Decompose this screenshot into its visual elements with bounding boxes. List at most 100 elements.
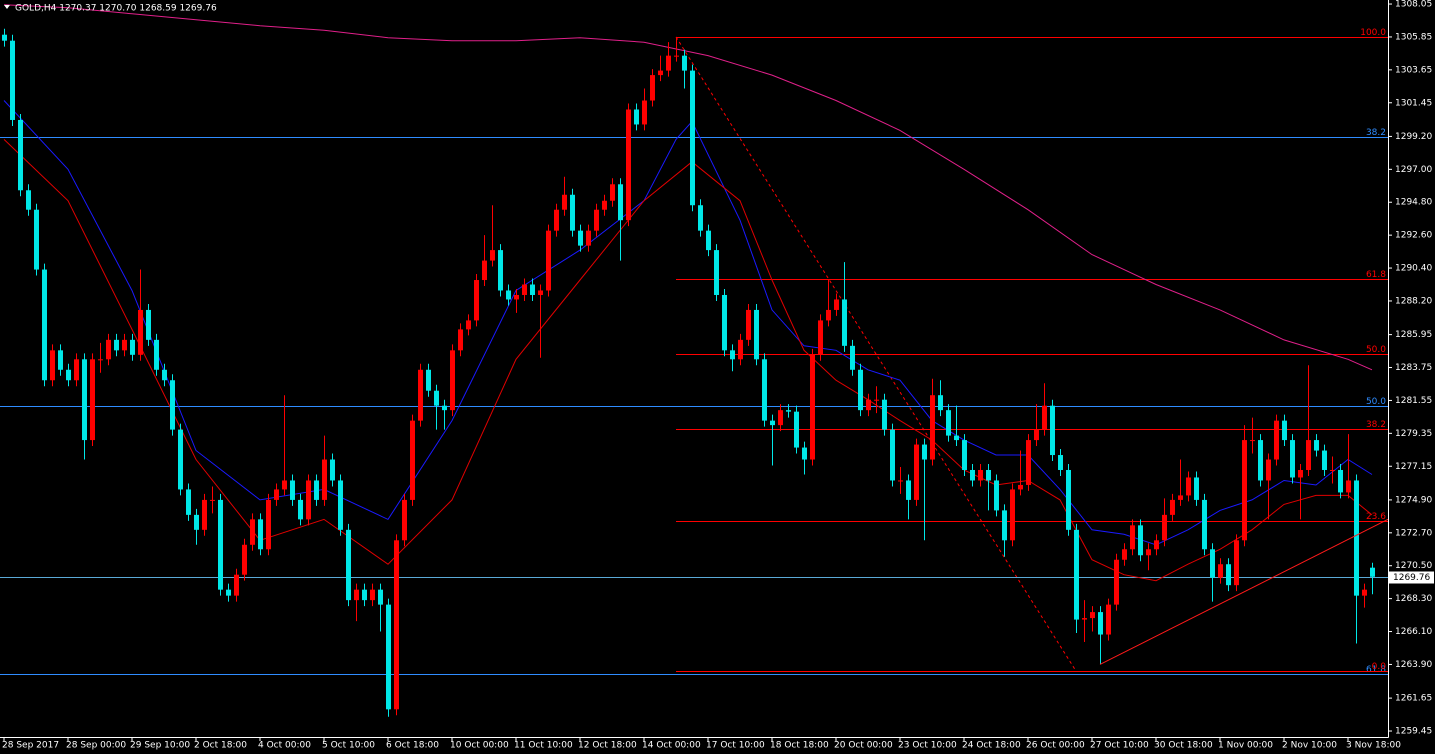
chart-title: GOLD,H4 1270.37 1270.70 1268.59 1269.76 <box>15 4 217 14</box>
y-tick-label: 1283.75 <box>1395 363 1432 373</box>
candle-body <box>882 399 887 430</box>
fib-level-label: 61.8 <box>1366 665 1386 675</box>
y-tick-label: 1268.30 <box>1395 594 1432 604</box>
bid-label: 1269.76 <box>1393 573 1430 583</box>
candle-body <box>946 410 951 436</box>
x-tick-label: 5 Oct 10:00 <box>322 741 375 751</box>
candle-body <box>290 480 295 500</box>
candle-body <box>1010 489 1015 541</box>
candle-body <box>954 435 959 441</box>
candle-body <box>498 250 503 291</box>
candle-body <box>1162 514 1167 541</box>
candle-body <box>1218 564 1223 578</box>
y-tick-label: 1259.45 <box>1395 727 1432 737</box>
x-tick-label: 29 Sep 10:00 <box>130 741 190 751</box>
candle-body <box>306 480 311 520</box>
candle-body <box>442 405 447 411</box>
candle-body <box>378 589 383 605</box>
candle-body <box>50 350 55 381</box>
candle-body <box>258 519 263 550</box>
candle-body <box>922 444 927 460</box>
candle-body <box>866 399 871 411</box>
x-tick-label: 26 Oct 00:00 <box>1026 741 1085 751</box>
candle-body <box>82 359 87 441</box>
candle-body <box>1282 420 1287 441</box>
candle-body <box>906 480 911 500</box>
trend-line <box>1099 518 1389 665</box>
y-tick-label: 1292.60 <box>1395 231 1432 241</box>
candle-body <box>122 339 127 351</box>
candle-body <box>1066 469 1071 530</box>
candle-body <box>1330 469 1335 471</box>
candle-body <box>282 480 287 490</box>
candle-body <box>410 420 415 500</box>
y-tick-label: 1301.45 <box>1395 98 1432 108</box>
candle-body <box>650 75 655 101</box>
candle-body <box>738 339 743 360</box>
y-tick-label: 1274.90 <box>1395 495 1432 505</box>
candle-body <box>1058 455 1063 470</box>
menu-triangle[interactable] <box>4 5 10 9</box>
candle-body <box>762 359 767 421</box>
fib-level-label: 50.0 <box>1366 397 1386 407</box>
candle-body <box>274 489 279 500</box>
candle-body <box>1250 440 1255 442</box>
candle-body <box>634 109 639 125</box>
candle-body <box>594 209 599 231</box>
y-tick-label: 1297.00 <box>1395 165 1432 175</box>
x-tick-label: 2 Oct 18:00 <box>194 741 247 751</box>
candle-body <box>1154 540 1159 550</box>
candle-body <box>1034 429 1039 441</box>
x-tick-label: 18 Oct 18:00 <box>770 741 829 751</box>
x-tick-label: 6 Oct 18:00 <box>386 741 439 751</box>
plot-area: 38.2 50.0 61.8 100.0 61.8 50.0 38.2 23.6 0.0 <box>0 4 1389 717</box>
x-tick-label: 30 Oct 18:00 <box>1154 741 1213 751</box>
candle-body <box>690 70 695 206</box>
candle-body <box>242 544 247 575</box>
candle-body <box>1258 440 1263 481</box>
candle-body <box>770 420 775 426</box>
candle-body <box>1226 564 1231 586</box>
candle-body <box>1186 477 1191 496</box>
fib-level-label: 23.6 <box>1366 512 1386 522</box>
y-tick-label: 1303.65 <box>1395 65 1432 75</box>
candle-body <box>1138 525 1143 556</box>
y-tick-label: 1261.65 <box>1395 694 1432 704</box>
candle-body <box>162 369 167 381</box>
candle-body <box>1314 440 1319 451</box>
candle-body <box>386 604 391 710</box>
candle-body <box>1122 549 1127 560</box>
candle-body <box>1130 525 1135 550</box>
candle-body <box>1114 559 1119 605</box>
candle-body <box>186 489 191 515</box>
candle-body <box>626 109 631 221</box>
candle-body <box>818 320 823 355</box>
candle-body <box>930 395 935 460</box>
candle-body <box>698 205 703 231</box>
candle-body <box>266 499 271 550</box>
x-tick-label: 28 Sep 00:00 <box>66 741 126 751</box>
candle-body <box>530 284 535 295</box>
y-tick-label: 1281.55 <box>1395 396 1432 406</box>
x-tick-label: 27 Oct 10:00 <box>1090 741 1149 751</box>
candle-body <box>1082 618 1087 620</box>
candle-body <box>1370 567 1375 577</box>
candle-body <box>1298 469 1303 478</box>
candle-body <box>994 480 999 511</box>
y-tick-label: 1266.10 <box>1395 627 1432 637</box>
y-tick-label: 1270.50 <box>1395 561 1432 571</box>
candle-body <box>338 480 343 530</box>
candle-body <box>1042 405 1047 430</box>
fib-level-label: 0.0 <box>1372 662 1387 672</box>
x-tick-label: 20 Oct 00:00 <box>834 741 893 751</box>
candle-body <box>18 119 23 191</box>
y-tick-label: 1294.80 <box>1395 198 1432 208</box>
candle-body <box>970 469 975 481</box>
candle-body <box>90 359 95 441</box>
candle-body <box>1050 405 1055 456</box>
candle-body <box>578 230 583 246</box>
candle-body <box>538 290 543 295</box>
candle-body <box>826 309 831 321</box>
candle-body <box>314 480 319 500</box>
candle-body <box>1266 459 1271 481</box>
